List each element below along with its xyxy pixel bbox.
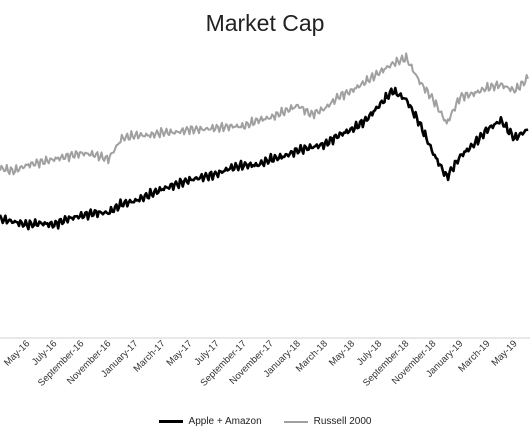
x-tick-label: May-19 [489, 338, 519, 368]
series-layer [0, 52, 529, 231]
legend-item-russell-2000: Russell 2000 [283, 416, 372, 427]
legend-swatch [283, 420, 308, 423]
legend-label: Apple + Amazon [188, 416, 262, 427]
x-tick-label: May-17 [164, 338, 194, 368]
series-line-apple-amazon [0, 86, 529, 231]
chart-title: Market Cap [205, 10, 325, 36]
legend-item-apple-amazon: Apple + Amazon [158, 416, 262, 427]
x-tick-label: May-18 [327, 338, 357, 368]
legend: Apple + Amazon Russell 2000 [0, 416, 530, 427]
legend-swatch [158, 420, 183, 423]
legend-label: Russell 2000 [313, 416, 372, 427]
x-tick-label: May-16 [2, 338, 32, 368]
x-tick-labels: May-16July-16September-16November-16Janu… [2, 338, 520, 388]
series-line-russell-2000 [0, 52, 529, 176]
